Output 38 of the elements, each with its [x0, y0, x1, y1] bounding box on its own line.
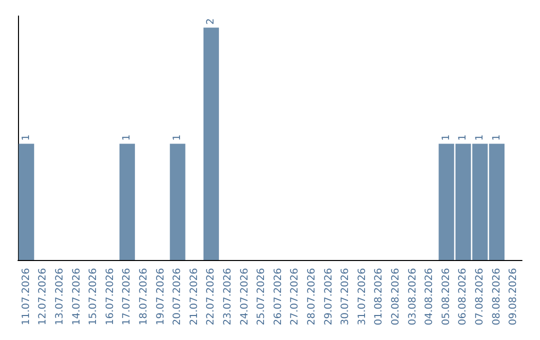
x-tick-label: 17.07.2026	[122, 268, 133, 326]
x-tick-label: 05.08.2026	[440, 268, 452, 326]
x-tick-label: 02.08.2026	[390, 268, 402, 326]
x-tick-label: 11.07.2026	[20, 268, 32, 326]
x-tick-label: 15.07.2026	[88, 268, 100, 326]
x-tick-label: 12.07.2026	[38, 268, 49, 326]
x-tick-label: 01.08.2026	[374, 268, 385, 326]
x-tick-label: 23.07.2026	[222, 268, 234, 326]
x-tick-label: 19.07.2026	[155, 268, 166, 326]
x-tick-label: 06.08.2026	[458, 268, 469, 326]
data-label: 1	[122, 134, 133, 141]
x-tick-label: 20.07.2026	[172, 268, 184, 326]
x-tick-label: 27.07.2026	[290, 268, 301, 326]
x-tick-label: 28.07.2026	[306, 268, 318, 326]
data-label: 2	[206, 18, 217, 25]
data-label: 1	[172, 134, 184, 141]
x-tick-label: 13.07.2026	[54, 268, 66, 326]
x-tick-label: 24.07.2026	[239, 268, 250, 326]
data-label: 1	[491, 134, 502, 141]
x-tick-label: 03.08.2026	[407, 268, 418, 326]
x-tick-label: 22.07.2026	[206, 268, 217, 326]
x-tick-label: 21.07.2026	[188, 268, 200, 326]
x-tick-label: 08.08.2026	[491, 268, 502, 326]
x-tick-label: 14.07.2026	[71, 268, 82, 326]
x-tick-label: 04.08.2026	[424, 268, 436, 326]
x-tick-label: 16.07.2026	[104, 268, 116, 326]
data-label: 1	[20, 134, 32, 141]
x-tick-label: 26.07.2026	[272, 268, 284, 326]
x-tick-label: 29.07.2026	[323, 268, 334, 326]
x-tick-label: 30.07.2026	[340, 268, 352, 326]
data-label: 1	[440, 134, 452, 141]
x-tick-label: 09.08.2026	[508, 268, 520, 326]
data-label: 1	[474, 134, 486, 141]
x-tick-label: 31.07.2026	[356, 268, 368, 326]
x-tick-label: 07.08.2026	[474, 268, 486, 326]
x-tick-label: 25.07.2026	[256, 268, 268, 326]
data-label: 1	[458, 134, 469, 141]
x-tick-label: 18.07.2026	[138, 268, 150, 326]
